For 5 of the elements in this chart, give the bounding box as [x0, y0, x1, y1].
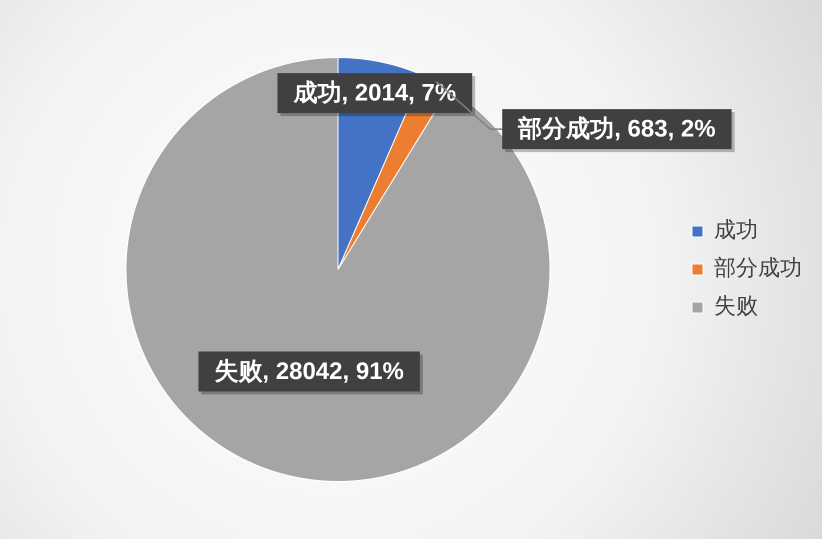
data-label: 失败, 28042, 91%: [214, 358, 404, 386]
legend-label: 部分成功: [714, 256, 802, 282]
legend-label: 失败: [714, 294, 758, 320]
legend-label: 成功: [714, 218, 758, 244]
data-label: 部分成功, 683, 2%: [517, 116, 716, 143]
